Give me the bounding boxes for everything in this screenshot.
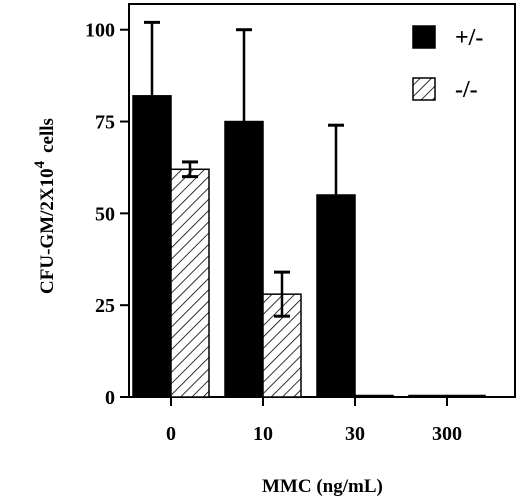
x-tick-label-2: 30 <box>345 423 365 445</box>
y-tick-label-0: 0 <box>105 387 115 409</box>
y-tick-label-2: 50 <box>95 203 115 225</box>
y-tick-label-4: 100 <box>85 20 115 42</box>
legend: +/- -/- <box>412 25 483 103</box>
x-axis-ticks: 0 10 30 300 <box>166 397 462 445</box>
x-tick-label-0: 0 <box>166 423 176 445</box>
x-axis-title: MMC (ng/mL) <box>262 476 383 497</box>
bar-ko-0 <box>170 168 210 398</box>
legend-label-heterozygous: +/- <box>455 25 483 51</box>
legend-swatch-knockout <box>412 77 436 101</box>
y-axis-title-exponent: 4 <box>32 160 48 168</box>
bar-het-0 <box>132 95 172 398</box>
y-axis-ticks: 0 25 50 75 100 <box>85 20 129 409</box>
bar-het-30 <box>316 194 356 398</box>
bar-het-300 <box>408 394 448 398</box>
y-tick-label-1: 25 <box>95 295 115 317</box>
bar-ko-30 <box>354 394 394 398</box>
x-tick-label-3: 300 <box>432 423 462 445</box>
bar-het-10 <box>224 120 264 398</box>
x-tick-label-1: 10 <box>253 423 273 445</box>
y-axis-title-suffix: cells <box>37 118 58 153</box>
legend-label-knockout: -/- <box>455 77 478 103</box>
legend-swatch-heterozygous <box>412 25 436 49</box>
y-axis-title-main: CFU-GM/2X10 <box>37 168 58 294</box>
y-axis-title: CFU-GM/2X104 cells <box>32 118 58 294</box>
bars <box>132 20 486 398</box>
bar-ko-300 <box>446 394 486 398</box>
y-tick-label-3: 75 <box>95 112 115 134</box>
